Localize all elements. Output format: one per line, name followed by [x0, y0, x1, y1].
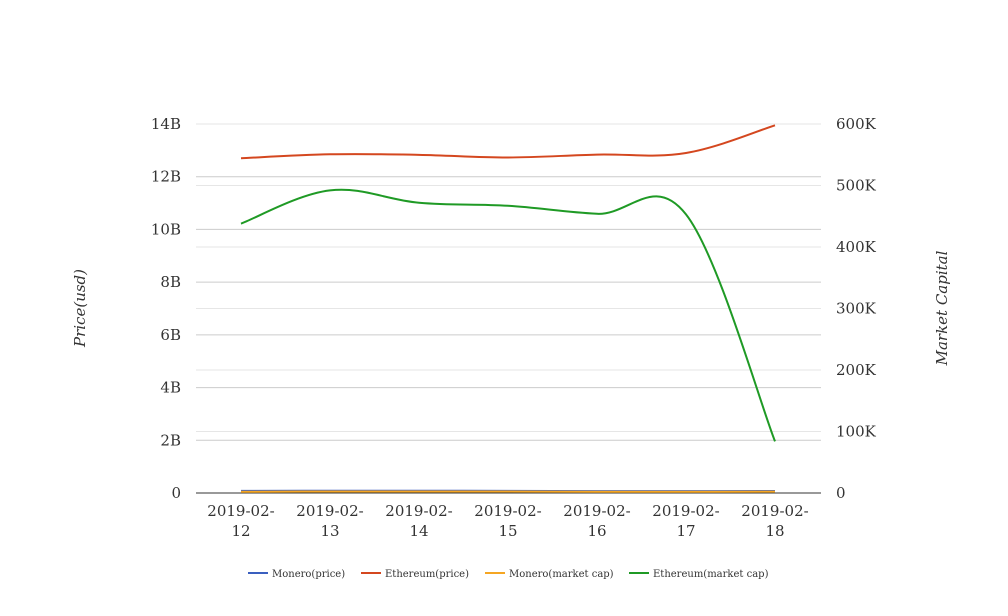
legend-item[interactable]: Monero(price) [248, 569, 345, 580]
x-tick-label: 2019-02-14 [385, 502, 452, 540]
right-axis-title: Market Capital [933, 250, 951, 366]
x-tick-label: 2019-02-15 [474, 502, 541, 540]
legend-item[interactable]: Ethereum(price) [361, 569, 469, 580]
left-y-axis: 0 2B 4B 6B 8B 10B 12B 14B [151, 115, 181, 502]
legend-label: Ethereum(price) [385, 569, 469, 580]
y-tick-label: 8B [160, 273, 181, 291]
y-tick-label: 14B [151, 115, 181, 133]
grid-lines [196, 123, 821, 441]
series-line-4 [240, 188, 776, 442]
legend-item[interactable]: Monero(market cap) [485, 569, 614, 580]
series-lines [240, 124, 776, 493]
y-tick-label: 6B [160, 326, 181, 344]
y2-tick-label: 200K [836, 361, 877, 379]
y-tick-label: 2B [160, 431, 181, 449]
x-tick-label: 2019-02-13 [296, 502, 363, 540]
y-tick-label: 4B [160, 379, 181, 397]
x-axis: 2019-02-12 2019-02-13 2019-02-14 2019-02-15… [207, 502, 808, 540]
legend-label: Ethereum(market cap) [653, 569, 769, 580]
y-tick-label: 10B [151, 220, 181, 238]
right-y-axis: 0 100K 200K 300K 400K 500K 600K [836, 115, 877, 502]
y-tick-label: 0 [171, 484, 181, 502]
x-tick-label: 2019-02-12 [207, 502, 274, 540]
y2-tick-label: 0 [836, 484, 846, 502]
series-line-2 [240, 124, 776, 160]
legend-item[interactable]: Ethereum(market cap) [629, 569, 769, 580]
y-tick-label: 12B [151, 168, 181, 186]
x-tick-label: 2019-02-17 [652, 502, 719, 540]
y2-tick-label: 500K [836, 177, 877, 195]
x-tick-label: 2019-02-16 [563, 502, 630, 540]
y2-tick-label: 100K [836, 423, 877, 441]
x-tick-label: 2019-02-18 [741, 502, 808, 540]
left-axis-title: Price(usd) [71, 269, 89, 348]
legend: Monero(price) Ethereum(price) Monero(marke… [248, 569, 769, 580]
y2-tick-label: 600K [836, 115, 877, 133]
legend-label: Monero(market cap) [509, 569, 614, 580]
y2-tick-label: 400K [836, 238, 877, 256]
legend-label: Monero(price) [272, 569, 345, 580]
y2-tick-label: 300K [836, 300, 877, 318]
